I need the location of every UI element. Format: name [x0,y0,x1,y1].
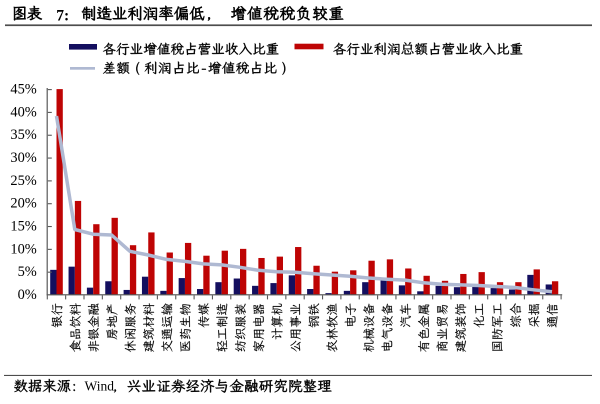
svg-text:20%: 20% [10,196,36,212]
svg-text:5%: 5% [18,264,37,280]
svg-text:40%: 40% [10,104,36,120]
svg-text:25%: 25% [10,173,36,189]
svg-text:45%: 45% [10,82,36,98]
svg-text:10%: 10% [10,241,36,257]
svg-text:15%: 15% [10,218,36,234]
svg-text:Wind: Wind [85,378,115,393]
svg-text:35%: 35% [10,127,36,143]
svg-text:7:: 7: [56,8,69,25]
svg-text:0%: 0% [18,287,37,303]
svg-text:30%: 30% [10,150,36,166]
